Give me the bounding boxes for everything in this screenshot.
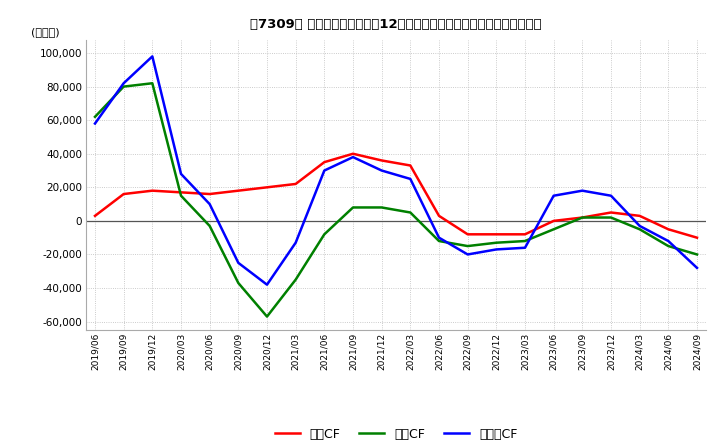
営業CF: [521, 232, 529, 237]
投資CF: [406, 210, 415, 215]
フリーCF: [263, 282, 271, 287]
フリーCF: [292, 240, 300, 246]
Title: 【7309】 キャッシュフローの12か月移動合計の対前年同期増減額の推移: 【7309】 キャッシュフローの12か月移動合計の対前年同期増減額の推移: [250, 18, 542, 32]
Legend: 営業CF, 投資CF, フリーCF: 営業CF, 投資CF, フリーCF: [270, 423, 522, 440]
フリーCF: [348, 154, 357, 160]
フリーCF: [464, 252, 472, 257]
フリーCF: [635, 223, 644, 228]
フリーCF: [406, 176, 415, 182]
営業CF: [205, 191, 214, 197]
投資CF: [176, 193, 185, 198]
フリーCF: [320, 168, 328, 173]
投資CF: [578, 215, 587, 220]
営業CF: [263, 185, 271, 190]
投資CF: [292, 277, 300, 282]
Text: (百万円): (百万円): [31, 27, 59, 37]
フリーCF: [492, 247, 500, 252]
投資CF: [492, 240, 500, 246]
Line: 営業CF: 営業CF: [95, 154, 697, 238]
フリーCF: [120, 81, 128, 86]
投資CF: [521, 238, 529, 244]
フリーCF: [607, 193, 616, 198]
投資CF: [664, 243, 672, 249]
Line: フリーCF: フリーCF: [95, 56, 697, 285]
投資CF: [263, 314, 271, 319]
フリーCF: [435, 235, 444, 240]
投資CF: [693, 252, 701, 257]
フリーCF: [664, 238, 672, 244]
営業CF: [91, 213, 99, 219]
営業CF: [120, 191, 128, 197]
フリーCF: [234, 260, 243, 265]
投資CF: [549, 227, 558, 232]
フリーCF: [549, 193, 558, 198]
フリーCF: [176, 171, 185, 176]
投資CF: [348, 205, 357, 210]
営業CF: [693, 235, 701, 240]
投資CF: [377, 205, 386, 210]
投資CF: [464, 243, 472, 249]
営業CF: [320, 159, 328, 165]
営業CF: [176, 190, 185, 195]
営業CF: [406, 163, 415, 168]
営業CF: [635, 213, 644, 219]
営業CF: [292, 181, 300, 187]
投資CF: [120, 84, 128, 89]
投資CF: [607, 215, 616, 220]
フリーCF: [521, 245, 529, 250]
営業CF: [664, 227, 672, 232]
投資CF: [205, 223, 214, 228]
投資CF: [234, 280, 243, 286]
営業CF: [148, 188, 157, 193]
投資CF: [635, 227, 644, 232]
Line: 投資CF: 投資CF: [95, 83, 697, 316]
営業CF: [435, 213, 444, 219]
営業CF: [464, 232, 472, 237]
フリーCF: [91, 121, 99, 126]
投資CF: [148, 81, 157, 86]
フリーCF: [693, 265, 701, 271]
投資CF: [320, 232, 328, 237]
営業CF: [578, 215, 587, 220]
フリーCF: [148, 54, 157, 59]
営業CF: [492, 232, 500, 237]
フリーCF: [205, 202, 214, 207]
投資CF: [91, 114, 99, 119]
営業CF: [348, 151, 357, 156]
フリーCF: [377, 168, 386, 173]
営業CF: [377, 158, 386, 163]
営業CF: [234, 188, 243, 193]
営業CF: [607, 210, 616, 215]
フリーCF: [578, 188, 587, 193]
投資CF: [435, 238, 444, 244]
営業CF: [549, 218, 558, 224]
